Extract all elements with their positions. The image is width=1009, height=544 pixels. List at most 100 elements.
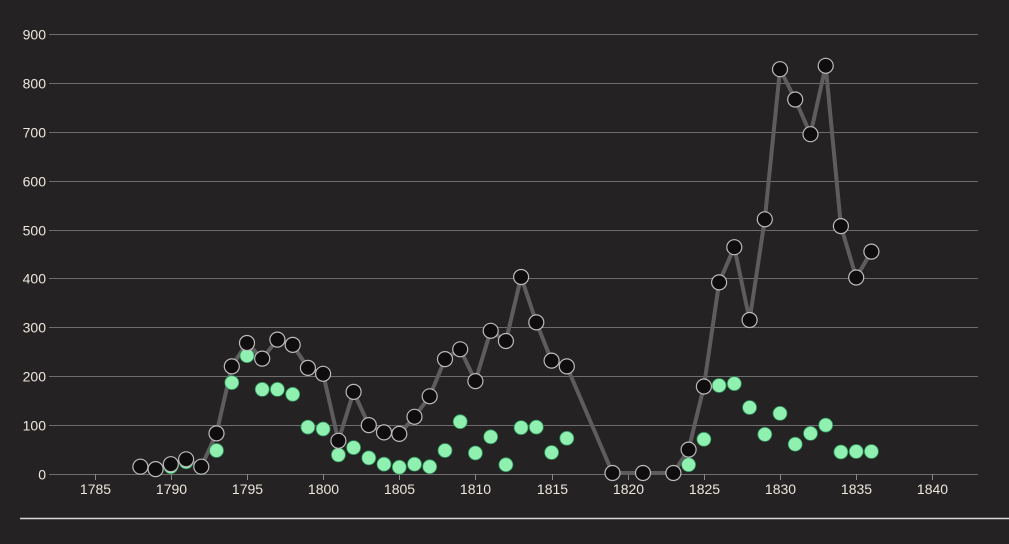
green-data-point[interactable] (787, 436, 803, 452)
green-data-point[interactable] (437, 443, 453, 458)
dark-data-point[interactable] (543, 352, 560, 369)
dark-data-point[interactable] (375, 424, 393, 441)
dark-data-point[interactable] (254, 350, 271, 367)
dark-data-point[interactable] (528, 314, 545, 331)
dark-data-point[interactable] (817, 57, 834, 74)
dark-data-point[interactable] (452, 341, 469, 358)
dark-data-point[interactable] (482, 322, 499, 339)
dark-data-point[interactable] (147, 461, 164, 478)
dark-data-point[interactable] (665, 464, 682, 482)
green-data-point[interactable] (254, 381, 270, 397)
green-data-point[interactable] (346, 440, 362, 456)
dark-data-point[interactable] (497, 332, 514, 350)
green-data-point[interactable] (544, 445, 559, 460)
green-data-point[interactable] (742, 400, 757, 415)
x-tick-label: 1820 (613, 481, 644, 497)
y-tick-label: 600 (23, 174, 47, 190)
green-data-point[interactable] (711, 378, 727, 393)
dark-data-point[interactable] (756, 211, 773, 228)
green-data-point[interactable] (285, 386, 301, 402)
green-data-point[interactable] (757, 426, 773, 442)
dark-data-point[interactable] (315, 365, 332, 382)
green-data-point[interactable] (803, 425, 818, 441)
green-data-point[interactable] (513, 420, 529, 436)
green-data-point[interactable] (315, 421, 331, 437)
dark-data-point[interactable] (406, 408, 423, 425)
y-tick-label: 500 (23, 223, 47, 239)
y-tick-label: 0 (38, 467, 46, 483)
y-tick-label: 400 (23, 271, 47, 287)
green-data-point[interactable] (209, 443, 224, 458)
green-data-point[interactable] (376, 456, 392, 472)
green-data-point[interactable] (483, 429, 499, 445)
green-data-point[interactable] (818, 417, 834, 433)
dark-data-point[interactable] (330, 432, 347, 449)
y-tick-label: 800 (23, 76, 47, 92)
green-data-point[interactable] (498, 457, 514, 473)
y-tick-label: 200 (23, 369, 47, 385)
dark-data-point[interactable] (269, 331, 286, 348)
dark-data-point[interactable] (208, 425, 225, 442)
dark-data-point[interactable] (299, 359, 316, 376)
x-tick-label: 1800 (308, 481, 339, 497)
green-data-point[interactable] (407, 456, 422, 472)
dark-data-point[interactable] (391, 425, 408, 442)
dark-data-point[interactable] (634, 464, 652, 482)
x-tick-label: 1835 (841, 481, 872, 497)
dark-data-point[interactable] (162, 456, 179, 473)
dark-data-point[interactable] (436, 351, 454, 368)
green-data-point[interactable] (391, 459, 407, 475)
dark-data-point[interactable] (558, 358, 575, 375)
green-data-point[interactable] (696, 431, 712, 447)
dark-data-point[interactable] (802, 126, 819, 143)
dark-data-point[interactable] (848, 269, 865, 286)
green-data-point[interactable] (528, 419, 544, 435)
dark-data-point[interactable] (771, 61, 789, 78)
dark-data-point[interactable] (132, 458, 149, 475)
dark-data-point[interactable] (223, 358, 240, 375)
green-data-point[interactable] (361, 450, 377, 466)
dark-data-point[interactable] (695, 378, 713, 395)
dark-data-point[interactable] (787, 91, 804, 108)
dark-data-point[interactable] (710, 274, 728, 291)
green-data-point[interactable] (330, 447, 346, 463)
green-data-point[interactable] (224, 375, 240, 391)
dark-data-point[interactable] (512, 268, 530, 286)
green-data-point[interactable] (300, 419, 316, 435)
dark-data-point[interactable] (604, 464, 621, 482)
dark-data-point[interactable] (284, 336, 301, 353)
y-tick-label: 700 (23, 125, 47, 141)
dark-data-point[interactable] (467, 373, 484, 390)
dark-data-point[interactable] (360, 417, 377, 434)
x-tick-label: 1790 (156, 481, 187, 497)
green-data-point[interactable] (452, 414, 468, 430)
green-data-point[interactable] (833, 444, 849, 460)
grid-lines (49, 34, 978, 475)
green-points-layer (132, 348, 879, 477)
dark-data-point[interactable] (193, 458, 210, 475)
series-line-layer (138, 63, 874, 475)
y-tick-label: 100 (23, 418, 47, 434)
green-data-point[interactable] (772, 405, 788, 421)
dark-data-point[interactable] (680, 441, 697, 458)
dark-data-point[interactable] (238, 334, 256, 352)
green-data-point[interactable] (422, 459, 438, 475)
dark-points-layer (132, 57, 880, 482)
dark-data-point[interactable] (178, 451, 195, 468)
dark-data-point[interactable] (863, 243, 880, 260)
green-data-point[interactable] (467, 445, 483, 461)
green-data-point[interactable] (269, 381, 285, 397)
y-axis: 0 100 200 300 400 500 600 700 800 900 (23, 27, 47, 483)
green-data-point[interactable] (559, 430, 575, 446)
dark-data-point[interactable] (345, 383, 362, 400)
x-tick-label: 1795 (232, 481, 263, 497)
green-data-point[interactable] (848, 444, 864, 459)
green-data-point[interactable] (681, 457, 696, 473)
dark-data-point[interactable] (421, 388, 438, 405)
dark-data-point[interactable] (726, 239, 743, 256)
dark-data-point[interactable] (832, 218, 850, 235)
green-data-point[interactable] (726, 376, 742, 392)
green-data-point[interactable] (864, 444, 879, 459)
dark-data-point[interactable] (741, 311, 758, 329)
